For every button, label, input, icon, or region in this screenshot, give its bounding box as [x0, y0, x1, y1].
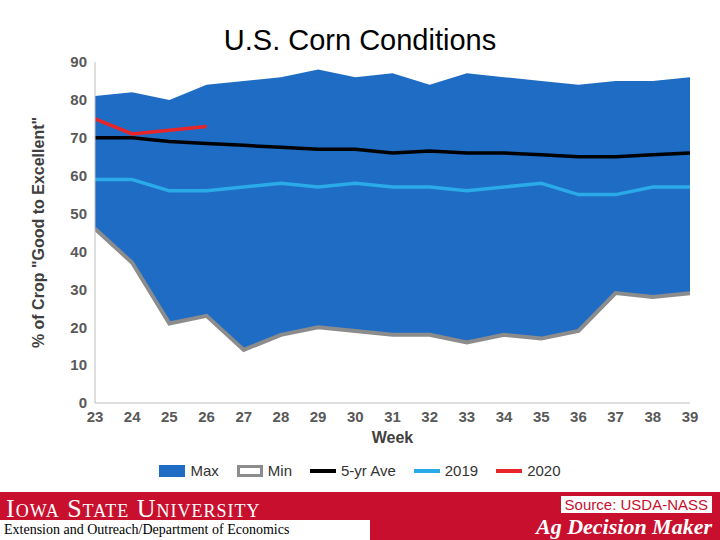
- svg-text:27: 27: [235, 408, 252, 425]
- svg-text:80: 80: [70, 91, 87, 108]
- svg-text:23: 23: [87, 408, 104, 425]
- html-text:5-yr Ave: 5-yr Ave: [341, 462, 396, 479]
- html-text:Extension and Outreach/Departm: Extension and Outreach/Department of Eco…: [4, 522, 290, 537]
- html-text:Source: USDA-NASS: Source: USDA-NASS: [564, 496, 708, 513]
- svg-text:20: 20: [70, 319, 87, 336]
- html-text:U.S. Corn Conditions: U.S. Corn Conditions: [223, 24, 497, 56]
- svg-text:50: 50: [70, 205, 87, 222]
- svg-text:0: 0: [79, 394, 87, 411]
- html-text:2019: 2019: [444, 462, 479, 479]
- svg-text:33: 33: [459, 408, 476, 425]
- svg-text:25: 25: [161, 408, 178, 425]
- html-text:2020: 2020: [527, 462, 561, 479]
- svg-text:70: 70: [70, 129, 87, 146]
- html-text:Iowa State University: Iowa State University: [6, 494, 261, 523]
- svg-text:30: 30: [70, 281, 87, 298]
- svg-text:34: 34: [496, 408, 513, 425]
- svg-text:29: 29: [310, 408, 327, 425]
- svg-text:10: 10: [70, 356, 87, 373]
- svg-text:40: 40: [70, 243, 87, 260]
- svg-text:30: 30: [347, 408, 364, 425]
- html-text:Ag Decision Maker: Ag Decision Maker: [536, 514, 712, 539]
- svg-text:28: 28: [273, 408, 290, 425]
- html-text:Max: Max: [190, 462, 219, 479]
- svg-text:35: 35: [533, 408, 550, 425]
- svg-text:37: 37: [607, 408, 624, 425]
- svg-text:60: 60: [70, 167, 87, 184]
- svg-text:32: 32: [421, 408, 438, 425]
- svg-text:90: 90: [70, 53, 87, 70]
- svg-text:36: 36: [570, 408, 587, 425]
- svg-text:38: 38: [644, 408, 661, 425]
- svg-text:39: 39: [682, 408, 699, 425]
- svg-text:26: 26: [198, 408, 215, 425]
- svg-text:24: 24: [124, 408, 141, 425]
- svg-text:31: 31: [384, 408, 401, 425]
- html-text:Min: Min: [267, 462, 292, 479]
- svg-text:% of Crop "Good to Excellent": % of Crop "Good to Excellent": [30, 117, 47, 348]
- svg-text:Week: Week: [372, 429, 414, 446]
